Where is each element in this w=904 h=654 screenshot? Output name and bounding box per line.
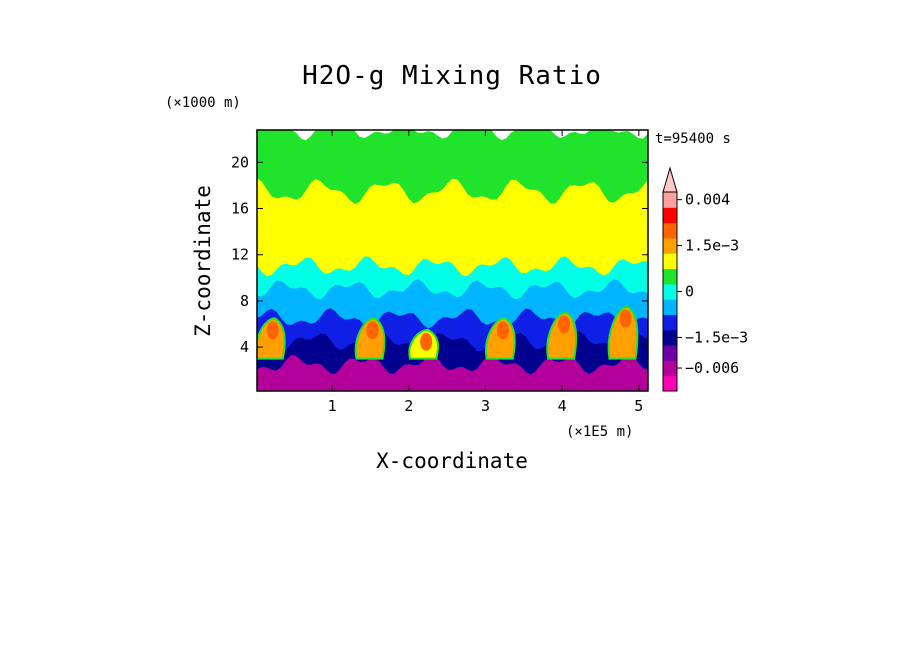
plume-core xyxy=(558,315,571,334)
colorbar-swatch xyxy=(663,360,677,377)
plume-core xyxy=(366,321,379,340)
x-tick-label: 2 xyxy=(404,397,413,415)
colorbar-label: 0 xyxy=(685,283,694,301)
y-tick-label: 4 xyxy=(240,338,249,356)
x-tick-label: 4 xyxy=(558,397,567,415)
colorbar-label: −0.006 xyxy=(685,359,739,377)
colorbar-swatch xyxy=(663,329,677,346)
colorbar: 0.004 1.5e−3 0 −1.5e−3 −0.006 xyxy=(662,166,748,392)
colorbar-swatch xyxy=(663,283,677,300)
x-tick-label: 3 xyxy=(481,397,490,415)
plume-core xyxy=(496,321,509,340)
y-tick-label: 8 xyxy=(240,292,249,310)
y-axis: 4 8 12 16 20 xyxy=(231,153,648,356)
plume-core xyxy=(619,309,632,328)
x-axis: 1 2 3 4 5 xyxy=(328,130,643,415)
colorbar-label: −1.5e−3 xyxy=(685,328,748,346)
y-unit-label: (×1000 m) xyxy=(165,95,241,111)
time-label: t=95400 s xyxy=(655,131,731,147)
field-layer xyxy=(257,354,648,391)
colorbar-swatch xyxy=(663,207,677,224)
colorbar-label: 1.5e−3 xyxy=(685,237,739,255)
x-tick-label: 5 xyxy=(634,397,643,415)
y-tick-label: 20 xyxy=(231,153,249,171)
colorbar-swatch xyxy=(663,237,677,254)
chart-title: H2O-g Mixing Ratio xyxy=(302,61,602,91)
plot-frame xyxy=(256,129,649,392)
colorbar-extend-triangle xyxy=(662,166,678,193)
colorbar-swatch xyxy=(663,222,677,239)
x-tick-label: 1 xyxy=(328,397,337,415)
y-tick-label: 12 xyxy=(231,246,249,264)
y-axis-title: Z-coordinate xyxy=(191,185,215,337)
y-tick-label: 16 xyxy=(231,200,249,218)
plume-core xyxy=(420,332,433,351)
x-axis-title: X-coordinate xyxy=(376,449,528,473)
colorbar-label: 0.004 xyxy=(685,191,730,209)
colorbar-swatch xyxy=(663,192,677,208)
colorbar-swatch xyxy=(663,299,677,315)
colorbar-swatch xyxy=(663,268,677,285)
plume-core xyxy=(266,321,279,340)
plot-area xyxy=(257,130,648,391)
colorbar-swatch xyxy=(663,345,677,361)
colorbar-swatch xyxy=(663,253,677,270)
x-unit-label: (×1E5 m) xyxy=(566,424,633,440)
colorbar-swatch xyxy=(663,314,677,331)
colorbar-swatch xyxy=(663,375,677,392)
